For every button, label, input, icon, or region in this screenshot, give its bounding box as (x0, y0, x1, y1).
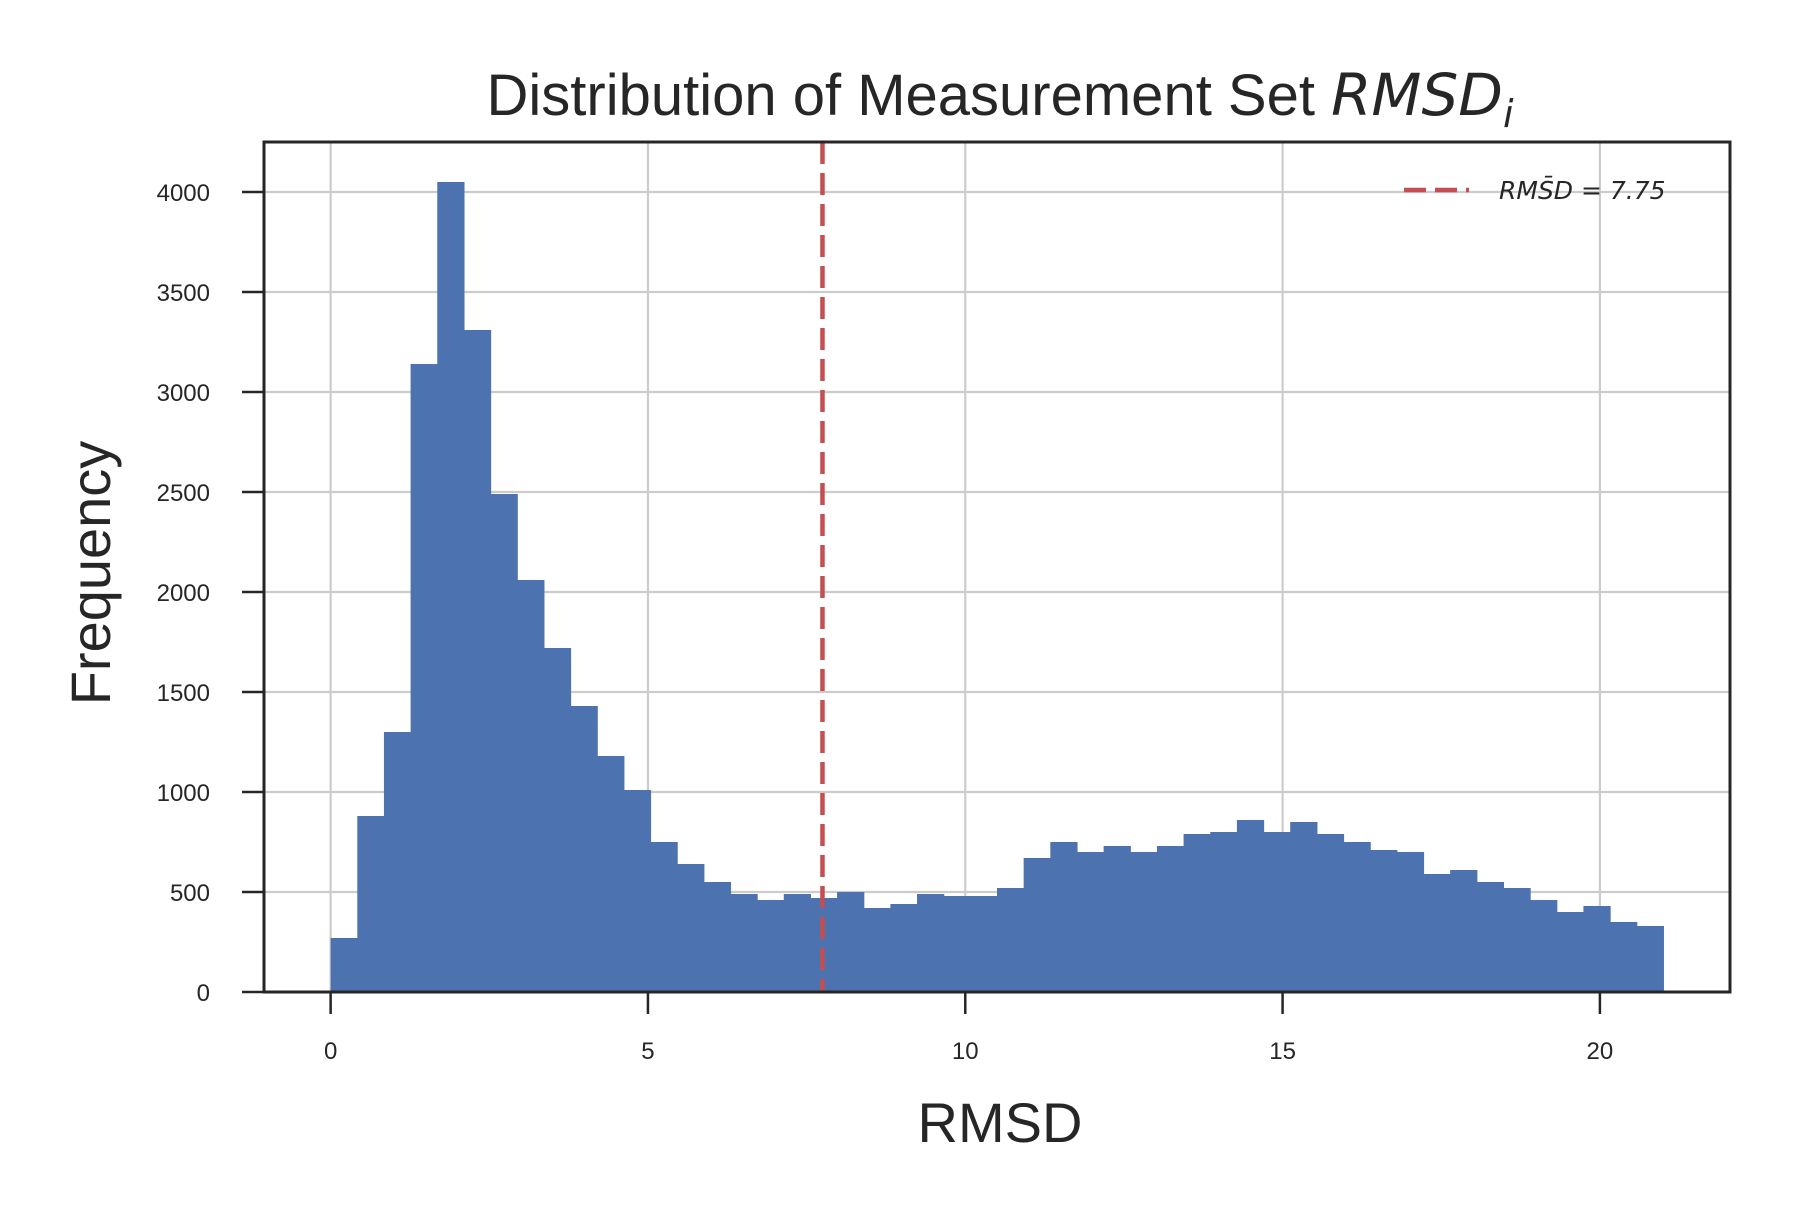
x-tick-label: 10 (952, 1038, 979, 1065)
y-tick-label: 4000 (157, 180, 210, 207)
plot-frame (262, 140, 1732, 994)
histogram-bar (1236, 820, 1265, 992)
histogram-bar (757, 900, 785, 992)
histogram-bar (1050, 842, 1078, 992)
histogram-bar (490, 494, 518, 992)
chart-title: Distribution of Measurement Set RMSDi (487, 61, 1514, 136)
histogram-bar (330, 938, 358, 992)
x-tick-label: 15 (1269, 1038, 1296, 1065)
histogram-bar (383, 732, 412, 992)
histogram-bar (623, 790, 652, 992)
histogram-bar (543, 648, 572, 992)
y-tick-label: 1000 (157, 780, 210, 807)
histogram-bar (890, 904, 918, 992)
histogram-bar (1396, 852, 1425, 992)
histogram-bar (1476, 882, 1505, 992)
legend-mean-label: RMS̄D = 7.75 (1499, 175, 1666, 205)
histogram-bar (1076, 852, 1105, 992)
histogram-bar (1183, 834, 1211, 992)
x-tick-label: 0 (324, 1038, 337, 1065)
histogram-bar (1450, 870, 1478, 992)
histogram-bar (1103, 846, 1131, 992)
histogram-bar (810, 898, 838, 992)
histogram-bar (570, 706, 598, 992)
histogram-bar (863, 908, 891, 992)
chart-title-text: Distribution of Measurement Set (487, 63, 1332, 128)
histogram-bar (917, 894, 945, 992)
histogram-bar (1503, 888, 1531, 992)
histogram-bar (1423, 874, 1451, 992)
histogram-bar (1023, 858, 1051, 992)
histogram-bar (1343, 842, 1371, 992)
histogram-bar (357, 816, 385, 992)
histogram-bar (1583, 906, 1611, 992)
legend: RMS̄D = 7.75 (1404, 175, 1666, 205)
y-tick-label: 2000 (157, 580, 210, 607)
histogram-bar (837, 892, 865, 992)
histogram-bar (650, 842, 678, 992)
y-tick-label: 1500 (157, 680, 210, 707)
histogram-bar (437, 182, 465, 992)
chart-title-subscript: i (1503, 92, 1514, 136)
histogram-bar (1130, 852, 1158, 992)
histogram-bar (1530, 900, 1558, 992)
histogram-bar (997, 888, 1025, 992)
histogram-bar (517, 580, 545, 992)
histogram-bar (943, 896, 971, 992)
histogram-bar (703, 882, 732, 992)
y-tick-label: 500 (170, 880, 210, 907)
histogram-bar (463, 330, 492, 992)
y-axis-label: Frequency (59, 441, 122, 706)
histogram-bar (1370, 850, 1398, 992)
y-tick-label: 0 (197, 980, 210, 1007)
histogram-bar (677, 864, 705, 992)
x-tick-label: 5 (641, 1038, 654, 1065)
y-tick-label: 3000 (157, 380, 210, 407)
histogram-bars (330, 182, 1664, 992)
histogram-bar (410, 364, 438, 992)
histogram-bar (597, 756, 625, 992)
histogram-bar (1263, 832, 1291, 992)
histogram-bar (1156, 846, 1185, 992)
histogram-bar (783, 894, 812, 992)
chart-title-math: RMSD (1331, 61, 1503, 129)
histogram-bar (1610, 922, 1638, 992)
x-axis-label: RMSD (918, 1091, 1083, 1154)
y-tick-label: 2500 (157, 480, 210, 507)
axes (262, 140, 1732, 994)
tick-marks: 0 5 10 15 20 0 500 1000 1500 2000 2500 3000 3500 4000 (157, 180, 1614, 1065)
histogram-bar (970, 896, 998, 992)
histogram-bar (1316, 834, 1345, 992)
histogram-bar (1210, 832, 1238, 992)
x-tick-label: 20 (1587, 1038, 1614, 1065)
histogram-bar (1290, 822, 1318, 992)
histogram-bar (730, 894, 758, 992)
y-tick-label: 3500 (157, 280, 210, 307)
histogram-bar (1556, 912, 1584, 992)
histogram-bar (1636, 926, 1664, 992)
